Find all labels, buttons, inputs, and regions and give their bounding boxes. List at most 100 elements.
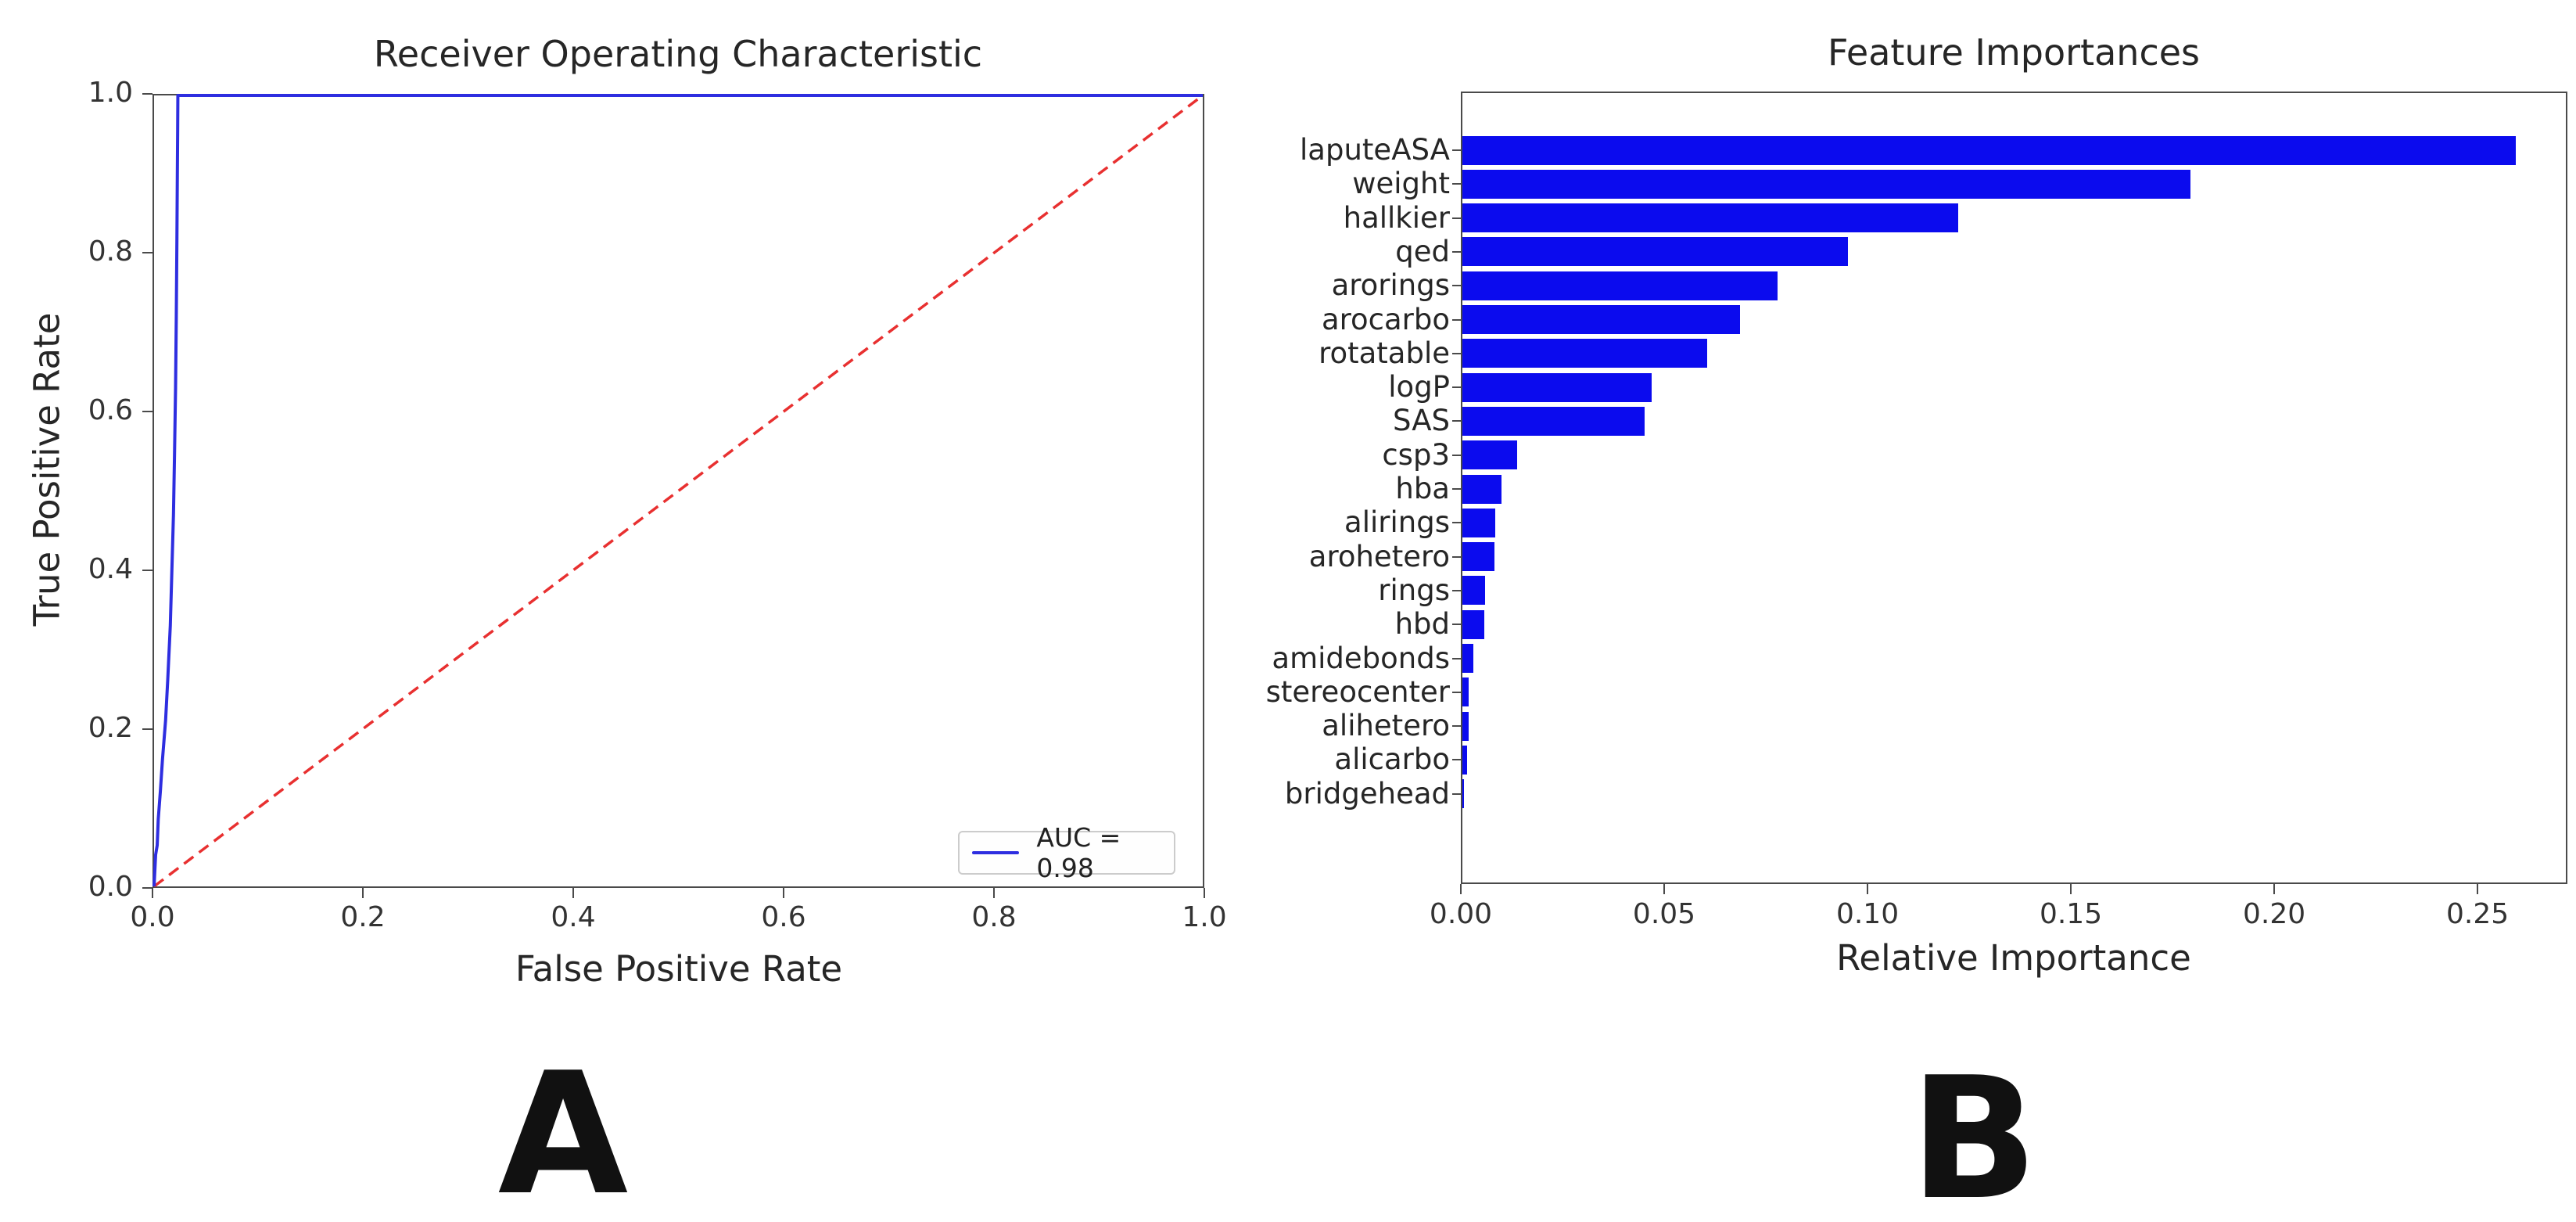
panel-b-x-tick-label: 0.20 (2242, 898, 2306, 930)
panel-b-x-tick-mark (2477, 884, 2479, 894)
feature-label: hbd (1394, 607, 1450, 642)
feature-label: amidebonds (1272, 641, 1450, 675)
panel-b-y-tick-mark (1452, 250, 1461, 253)
roc-legend: AUC = 0.98 (958, 822, 1175, 883)
panel-a-plot-area (152, 94, 1204, 888)
feature-bar (1462, 474, 1501, 504)
panel-b-y-tick-mark (1452, 285, 1461, 287)
panel-b-x-tick-mark (2273, 884, 2276, 894)
panel-a-y-tick-label: 0.8 (88, 235, 133, 268)
feature-label: stereocenter (1265, 674, 1450, 709)
panel-a-x-tick-label: 0.0 (130, 901, 175, 933)
panel-b-x-tick-mark (1867, 884, 1869, 894)
feature-bar (1462, 169, 2190, 199)
panel-b-y-tick-mark (1452, 522, 1461, 524)
feature-bar (1462, 339, 1708, 368)
panel-a-x-tick-label: 0.4 (551, 901, 596, 933)
feature-label: laputeASA (1300, 133, 1450, 167)
panel-a-x-tick-mark (783, 888, 784, 898)
feature-label: alicarbo (1334, 742, 1450, 777)
panel-b-corner-letter: B (1910, 1040, 2038, 1222)
panel-a-y-tick-mark (142, 570, 152, 571)
panel-b-y-tick-mark (1452, 759, 1461, 761)
panel-a-y-tick-mark (142, 411, 152, 412)
panel-b-x-tick-label: 0.25 (2445, 898, 2510, 930)
panel-b-x-tick-mark (1663, 884, 1665, 894)
feature-label: rings (1378, 573, 1450, 607)
feature-label: csp3 (1382, 437, 1450, 472)
panel-b-y-tick-mark (1452, 657, 1461, 660)
panel-a-x-tick-mark (152, 888, 153, 898)
panel-a-x-tick-mark (362, 888, 364, 898)
feature-bar (1462, 576, 1486, 606)
feature-bar (1462, 135, 2516, 165)
feature-label: weight (1352, 167, 1450, 201)
legend-line-sample (972, 851, 1020, 854)
panel-b-y-tick-mark (1452, 352, 1461, 354)
panel-a-y-tick-label: 0.2 (88, 712, 133, 744)
feature-bar (1462, 203, 1959, 233)
panel-b-y-tick-mark (1452, 454, 1461, 456)
panel-a-x-tick-label: 0.2 (340, 901, 386, 933)
feature-bar (1462, 542, 1494, 572)
panel-a-y-tick-mark (142, 93, 152, 95)
panel-b-x-tick-label: 0.15 (2039, 898, 2103, 930)
panel-b-y-tick-mark (1452, 589, 1461, 591)
panel-a-y-tick-mark (142, 252, 152, 253)
panel-b-y-tick-mark (1452, 725, 1461, 728)
feature-label: arohetero (1308, 539, 1450, 573)
feature-label: SAS (1393, 404, 1450, 438)
feature-label: bridgehead (1284, 776, 1450, 810)
panel-a-x-tick-label: 0.6 (761, 901, 806, 933)
panel-b-x-tick-label: 0.00 (1429, 898, 1493, 930)
feature-label: rotatable (1318, 336, 1450, 370)
panel-a-x-tick-label: 0.8 (971, 901, 1017, 933)
feature-bar (1462, 508, 1495, 537)
panel-b-xlabel: Relative Importance (1836, 937, 2191, 979)
panel-b-x-tick-mark (1460, 884, 1462, 894)
feature-bar (1462, 745, 1468, 775)
panel-a-y-tick-label: 0.4 (88, 553, 133, 585)
panel-a-x-tick-mark (1204, 888, 1205, 898)
panel-a-y-tick-label: 1.0 (88, 77, 133, 109)
panel-b-title: Feature Importances (1827, 31, 2200, 74)
panel-b-y-tick-mark (1452, 149, 1461, 151)
feature-bar (1462, 305, 1741, 334)
panel-b-y-tick-mark (1452, 624, 1461, 626)
feature-bar (1462, 372, 1652, 402)
roc-curve-svg (152, 94, 1204, 888)
roc-curve-line (152, 94, 1203, 887)
panel-a-x-tick-label: 1.0 (1182, 901, 1227, 933)
panel-a-title: Receiver Operating Characteristic (373, 33, 983, 75)
feature-bar (1462, 677, 1469, 707)
feature-label: alirings (1344, 505, 1450, 540)
feature-bar (1462, 440, 1518, 470)
legend-label: AUC = 0.98 (1036, 822, 1121, 883)
feature-bar (1462, 406, 1645, 436)
feature-label: arocarbo (1321, 302, 1450, 336)
panel-b-x-tick-label: 0.10 (1835, 898, 1900, 930)
feature-bar (1462, 237, 1848, 267)
feature-label: arorings (1331, 268, 1450, 303)
panel-b-y-tick-mark (1452, 488, 1461, 490)
panel-b-y-tick-mark (1452, 420, 1461, 422)
panel-b-y-tick-mark (1452, 555, 1461, 558)
feature-label: logP (1388, 370, 1450, 404)
panel-a-xlabel: False Positive Rate (515, 948, 843, 990)
panel-a-x-tick-mark (993, 888, 995, 898)
panel-b-y-tick-mark (1452, 318, 1461, 321)
feature-bar (1462, 271, 1778, 300)
panel-b-y-tick-mark (1452, 386, 1461, 389)
chance-diagonal-line (152, 94, 1204, 888)
panel-b-y-tick-mark (1452, 183, 1461, 185)
panel-b-y-tick-mark (1452, 217, 1461, 219)
panel-a-y-tick-label: 0.0 (88, 871, 133, 903)
feature-label: alihetero (1322, 709, 1450, 743)
panel-b-x-tick-label: 0.05 (1632, 898, 1696, 930)
feature-bar (1462, 609, 1484, 639)
feature-label: qed (1395, 234, 1450, 268)
feature-bar (1462, 779, 1464, 809)
panel-b-y-tick-mark (1452, 793, 1461, 795)
feature-label: hba (1395, 472, 1450, 505)
